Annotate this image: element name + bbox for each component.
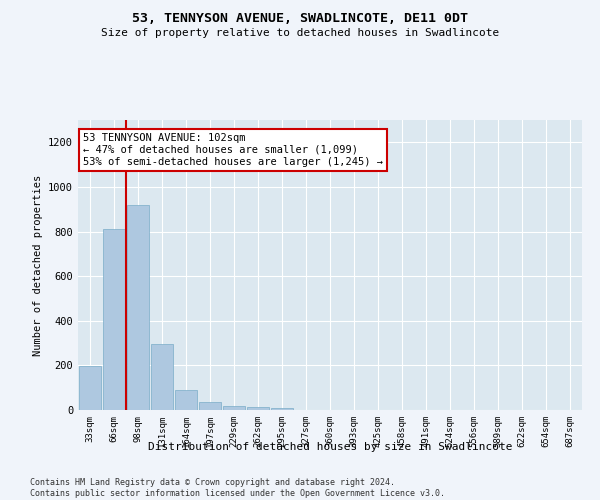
Text: Distribution of detached houses by size in Swadlincote: Distribution of detached houses by size … (148, 442, 512, 452)
Bar (199, 402, 221, 410)
Text: 53, TENNYSON AVENUE, SWADLINCOTE, DE11 0DT: 53, TENNYSON AVENUE, SWADLINCOTE, DE11 0… (132, 12, 468, 26)
Bar (79, 366, 101, 410)
Text: Size of property relative to detached houses in Swadlincote: Size of property relative to detached ho… (101, 28, 499, 38)
Y-axis label: Number of detached properties: Number of detached properties (32, 174, 43, 356)
Bar (175, 390, 197, 410)
Bar (247, 407, 269, 410)
Bar (223, 406, 245, 410)
Bar (151, 344, 173, 410)
Bar (271, 408, 293, 410)
Text: Contains HM Land Registry data © Crown copyright and database right 2024.
Contai: Contains HM Land Registry data © Crown c… (30, 478, 445, 498)
Text: 53 TENNYSON AVENUE: 102sqm
← 47% of detached houses are smaller (1,099)
53% of s: 53 TENNYSON AVENUE: 102sqm ← 47% of deta… (83, 134, 383, 166)
Bar (103, 230, 125, 410)
Bar (127, 205, 149, 410)
